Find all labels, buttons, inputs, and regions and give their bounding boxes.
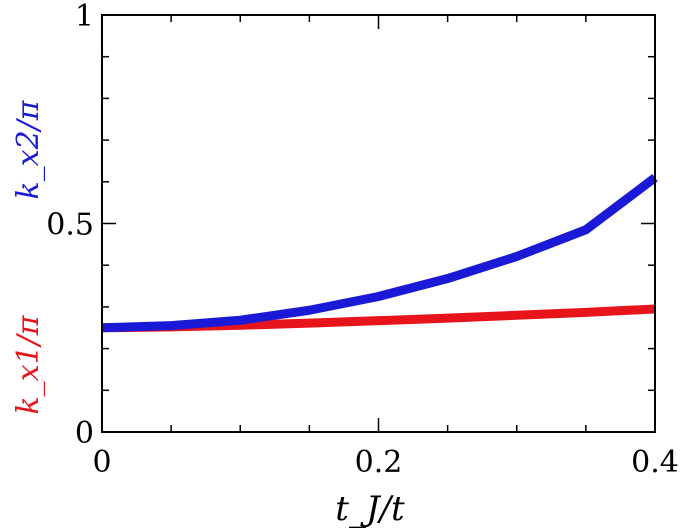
y-tick-label: 0 [75,416,94,451]
y-tick-label: 1 [75,0,94,34]
x-tick-label: 0.2 [355,445,403,480]
y-axis-label-k-x2: k_x2/π [11,99,46,199]
y-axis-label-k-x1: k_x1/π [11,314,46,414]
tick-labels: 0 0.2 0.4 0 0.5 1 [46,0,679,480]
y-tick-label: 0.5 [46,208,94,243]
x-tick-label: 0.4 [631,445,679,480]
plot-frame [101,14,656,433]
x-tick-label: 0 [92,445,111,480]
y-axis-label: k_x1/π k_x2/π [11,99,46,414]
series-lines [101,174,658,333]
series-line-2 [101,174,658,333]
axis-ticks [101,14,656,433]
x-axis-label: t_J/t [335,489,405,529]
